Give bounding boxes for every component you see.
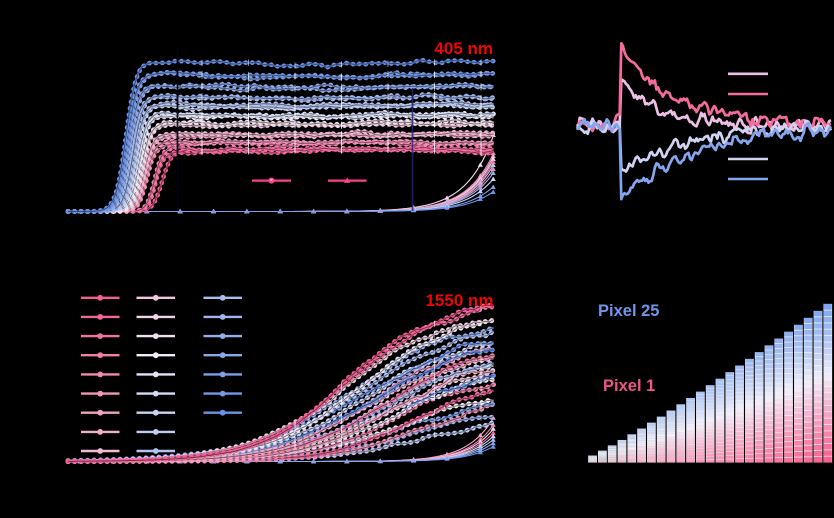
svg-text:Pixel 1: Pixel 1	[603, 377, 655, 395]
svg-text:Pixel 25: Pixel 25	[598, 302, 659, 320]
svg-text:405 nm: 405 nm	[434, 39, 493, 58]
svg-text:1550 nm: 1550 nm	[425, 291, 493, 310]
